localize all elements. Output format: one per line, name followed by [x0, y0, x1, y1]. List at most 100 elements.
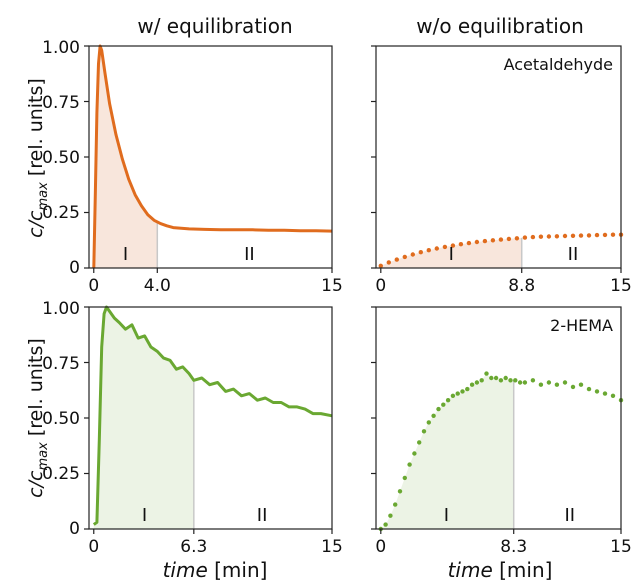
x-tick-label: 0 — [375, 276, 386, 296]
data-point — [586, 386, 592, 392]
data-point — [442, 244, 448, 250]
data-point — [426, 420, 431, 425]
y-tick-label: 0.75 — [42, 93, 80, 113]
data-point — [479, 378, 484, 383]
col-title-right: w/o equilibration — [416, 14, 584, 38]
data-point — [546, 380, 552, 385]
x-tick-label: 15 — [321, 537, 343, 557]
data-point — [445, 398, 451, 403]
data-point — [522, 235, 528, 240]
data-point — [417, 440, 422, 445]
data-point — [602, 232, 608, 238]
data-point — [388, 513, 393, 518]
y-tick-label: 0.25 — [42, 464, 80, 484]
x-tick-label: 6.3 — [180, 537, 207, 557]
x-tick-label: 4.0 — [144, 276, 171, 296]
chart-panel-1: 0 4.0 15I II — [84, 44, 343, 296]
y-tick-label: 0.50 — [42, 148, 80, 168]
y-tick-label: 0.50 — [42, 409, 80, 429]
region-label: I — [449, 244, 454, 265]
y-tick-label: 1.00 — [42, 38, 80, 58]
data-point — [508, 378, 513, 383]
y-axis-label-top: c/cmax [rel. units] — [25, 78, 51, 238]
data-point — [421, 429, 427, 434]
series-line — [92, 305, 333, 526]
x-tick-label: 15 — [321, 276, 343, 296]
phase-i-shaded-area — [93, 307, 194, 529]
x-tick-label: 15 — [610, 276, 632, 296]
data-point — [602, 391, 608, 396]
data-point — [474, 239, 480, 245]
phase-i-shaded-area — [380, 237, 522, 268]
data-point — [394, 257, 399, 262]
data-point — [455, 391, 460, 396]
data-point — [530, 378, 536, 383]
data-point — [469, 382, 475, 387]
region-label: II — [257, 505, 268, 526]
data-point — [490, 238, 496, 243]
data-point — [489, 375, 494, 381]
data-point — [538, 234, 544, 239]
data-point — [498, 378, 504, 383]
region-label: II — [568, 244, 579, 265]
data-point — [484, 371, 489, 376]
compound-annotation: 2-HEMA — [550, 316, 613, 335]
x-axis-label-right: time [min] — [448, 558, 553, 582]
phase-i-shaded-area — [380, 373, 514, 529]
y-tick-labels-top: 0 0.25 0.50 0.75 1.00 — [42, 38, 80, 278]
data-point — [434, 246, 439, 251]
series-line — [92, 44, 333, 269]
data-point — [393, 502, 398, 507]
data-point — [517, 380, 523, 385]
data-point — [578, 233, 584, 238]
data-point — [578, 382, 584, 387]
data-point — [503, 375, 508, 381]
data-point — [378, 263, 383, 268]
data-point — [482, 238, 488, 244]
data-point — [554, 234, 560, 239]
data-point — [418, 250, 423, 255]
data-point — [383, 522, 388, 527]
data-point — [513, 378, 518, 383]
x-tick-label: 8.8 — [508, 276, 535, 296]
region-label: I — [123, 244, 128, 265]
data-point — [562, 233, 568, 239]
data-point — [546, 234, 552, 239]
data-point — [554, 382, 560, 387]
data-point — [465, 386, 470, 392]
data-point — [386, 260, 391, 265]
x-tick-label: 15 — [610, 537, 632, 557]
data-point — [562, 380, 568, 385]
data-point — [594, 232, 600, 238]
region-label: II — [244, 244, 255, 265]
x-tick-label: 8.3 — [500, 537, 527, 557]
y-tick-labels-bottom: 0 0.25 0.50 0.75 1.00 — [42, 299, 80, 539]
chart-panel-3: 0 6.3 15I II — [84, 305, 343, 557]
data-point — [431, 413, 436, 418]
y-axis-label-bottom: c/cmax [rel. units] — [25, 338, 51, 498]
data-point — [493, 375, 499, 381]
data-point — [460, 389, 465, 394]
y-tick-label: 0.25 — [42, 203, 80, 223]
y-tick-label: 1.00 — [42, 299, 80, 319]
data-point — [538, 382, 544, 387]
data-point — [407, 462, 412, 467]
data-point — [402, 254, 407, 260]
y-tick-label: 0 — [69, 519, 80, 539]
data-point — [450, 243, 456, 248]
data-point — [530, 234, 536, 240]
data-point — [410, 252, 415, 257]
data-point — [450, 393, 456, 398]
region-label: II — [564, 505, 575, 526]
region-label: I — [142, 505, 147, 526]
data-point — [402, 475, 407, 481]
x-tick-label: 0 — [88, 276, 99, 296]
data-point — [586, 233, 592, 238]
data-point — [610, 232, 616, 237]
data-point — [441, 402, 446, 407]
data-point — [458, 242, 464, 247]
plot-frame — [375, 45, 622, 269]
chart-panel-4: 0 8.3 15I II2-HEMA — [371, 306, 632, 557]
